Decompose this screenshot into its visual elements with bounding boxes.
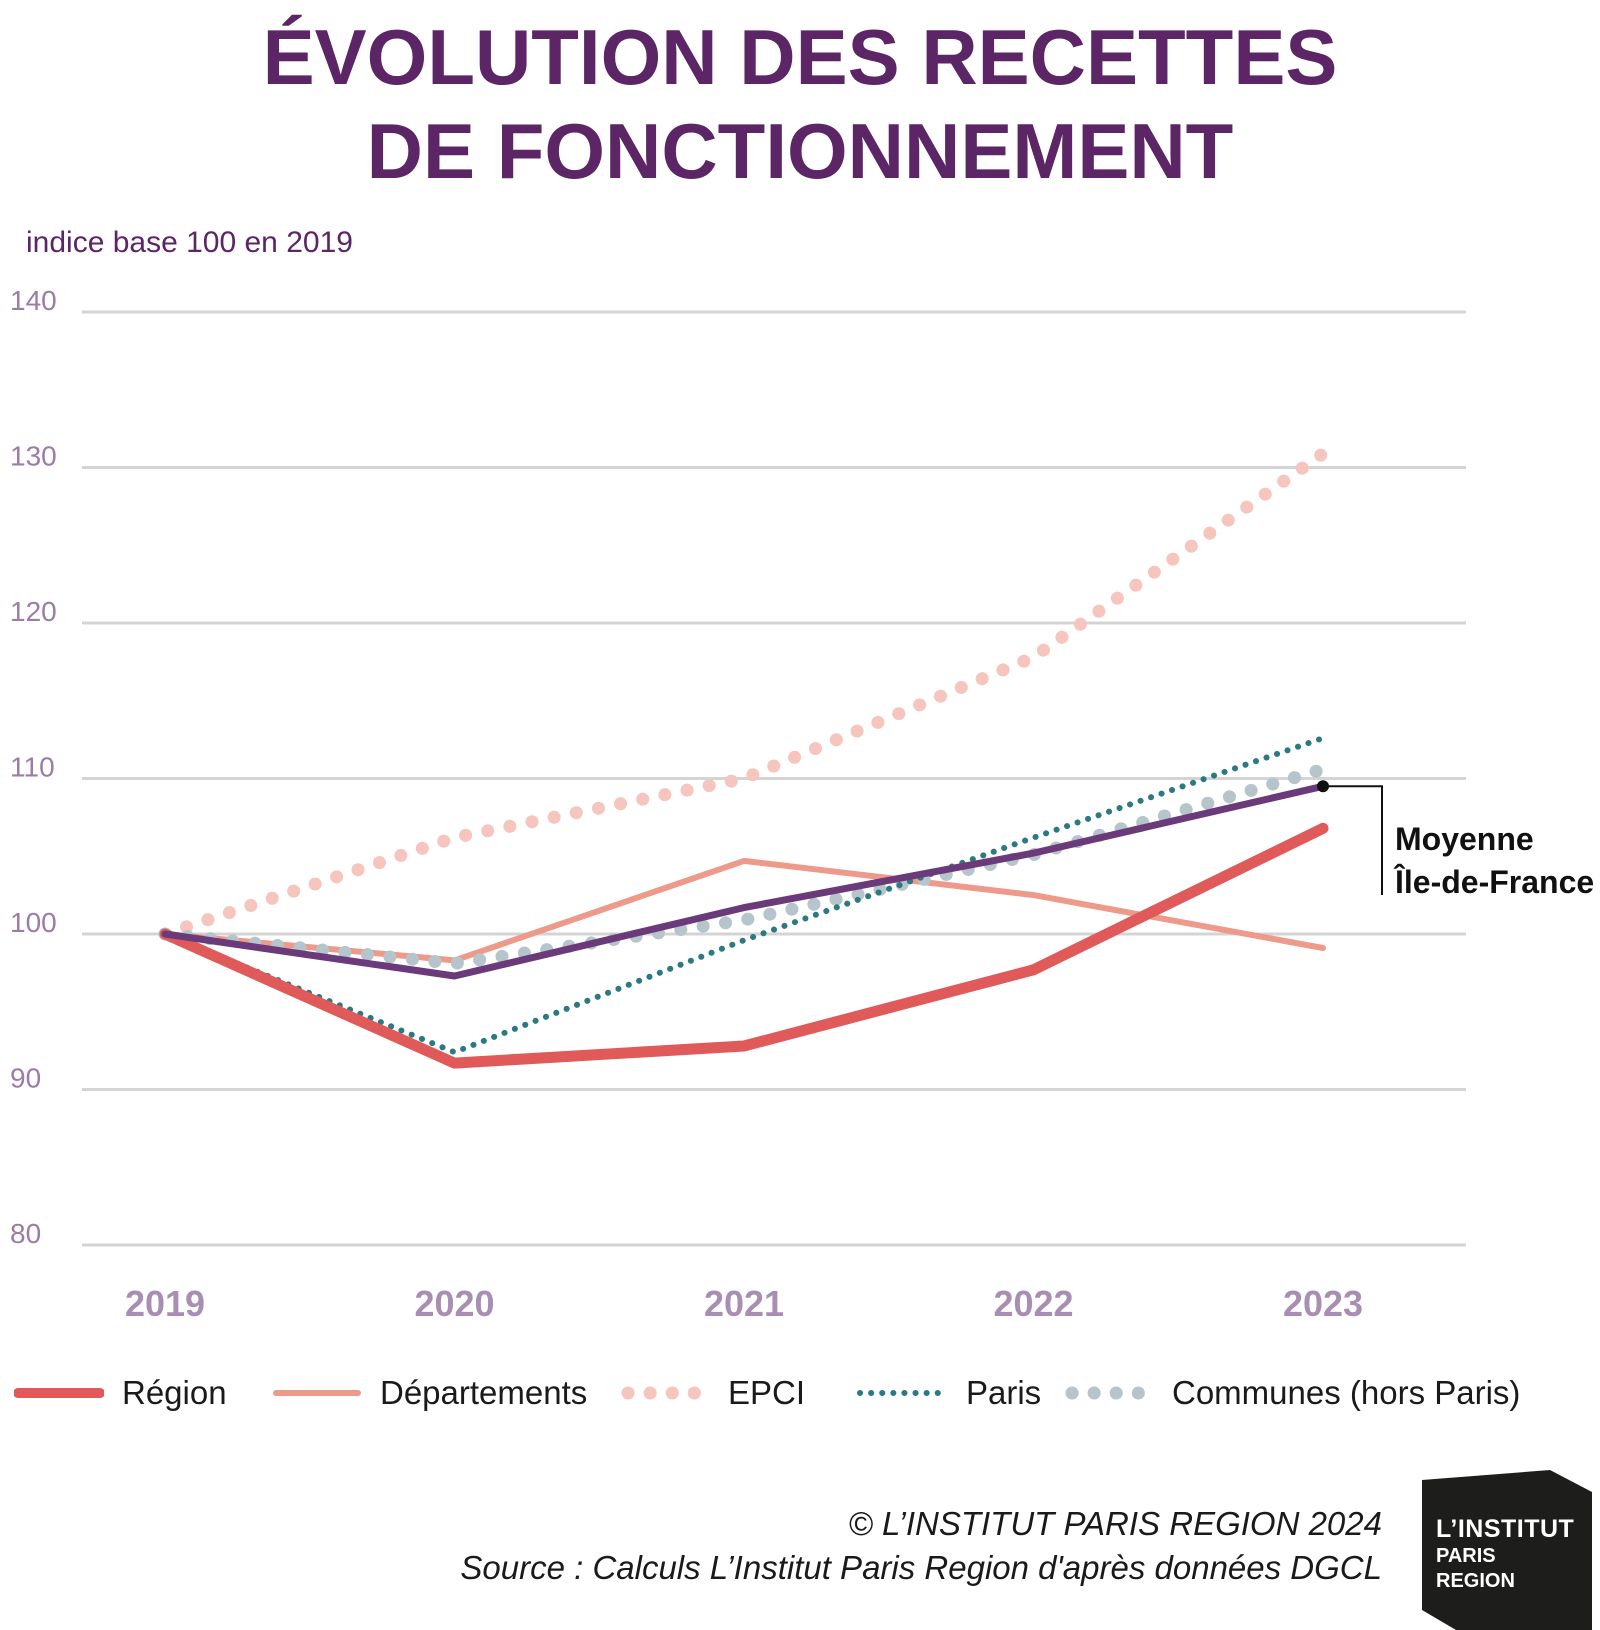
legend-item-paris: Paris [854,1368,1041,1418]
legend-item-communes: Communes (hors Paris) [1064,1368,1520,1418]
logo-text: L’INSTITUT PARIS REGION [1436,1516,1574,1592]
series-line-communes [158,762,1330,970]
annotation-leader-line [1323,785,1383,895]
copyright-text: © L’INSTITUT PARIS REGION 2024 [848,1505,1382,1542]
y-tick-label: 120 [10,596,57,627]
legend-swatch-communes [1065,1386,1154,1400]
logo-shape [1422,1470,1592,1630]
series-line-departements [162,857,1326,964]
legend-swatch-epci [621,1386,710,1400]
y-tick-label: 110 [10,752,55,783]
logo-line2: PARIS [1436,1545,1496,1567]
x-tick-label: 2020 [414,1283,494,1324]
y-tick-label: 80 [10,1218,41,1249]
chart-title-line1: ÉVOLUTION DES RECETTES [262,13,1338,101]
x-axis-ticks: 2019 2020 2021 2022 2023 [125,1283,1363,1324]
annotation-line1: Moyenne [1395,821,1534,857]
x-tick-label: 2023 [1283,1283,1363,1324]
legend-item-region: Région [14,1368,227,1418]
logo-line1: L’INSTITUT [1436,1515,1575,1543]
x-tick-label: 2021 [704,1283,784,1324]
x-tick-label: 2022 [993,1283,1073,1324]
series-line-region [159,822,1329,1069]
legend-swatch-region [14,1388,104,1398]
annotation-line2: Île-de-France [1393,864,1594,900]
chart-title: ÉVOLUTION DES RECETTES DE FONCTIONNEMENT [0,10,1600,198]
y-tick-label: 130 [10,441,57,472]
legend-item-departements: Départements [272,1368,587,1418]
y-axis-unit-label: indice base 100 en 2019 [26,226,353,259]
legend-label-communes: Communes (hors Paris) [1172,1374,1521,1411]
series-line-moyenne [161,782,1327,980]
institut-paris-region-logo: L’INSTITUT PARIS REGION [1422,1470,1592,1630]
series-lines [158,447,1330,1069]
credits: © L’INSTITUT PARIS REGION 2024 Source : … [460,1502,1382,1590]
grid-lines [82,310,1466,1247]
series-line-paris [162,735,1326,1056]
series-line-epci [158,447,1330,941]
legend-label-region: Région [122,1374,227,1411]
legend-label-departements: Départements [380,1374,588,1411]
annotation-point [1317,780,1329,793]
chart-title-line2: DE FONCTIONNEMENT [366,107,1234,195]
moyenne-annotation: Moyenne Île-de-France [1317,780,1594,900]
y-tick-label: 140 [10,285,57,316]
source-text: Source : Calculs L’Institut Paris Region… [460,1549,1382,1586]
logo-line3: REGION [1436,1570,1515,1592]
legend-swatch-departements [273,1390,361,1396]
legend-label-epci: EPCI [728,1374,806,1411]
legend-swatch-paris [857,1390,943,1396]
legend-label-paris: Paris [966,1374,1042,1411]
y-tick-label: 90 [10,1063,41,1094]
legend-item-epci: EPCI [620,1368,805,1418]
y-axis-ticks: 80 90 100 110 120 130 140 [10,285,57,1249]
chart-legend: Région Départements EPCI Paris Communes … [14,1368,1584,1418]
y-tick-label: 100 [10,907,57,938]
x-tick-label: 2019 [125,1283,205,1324]
